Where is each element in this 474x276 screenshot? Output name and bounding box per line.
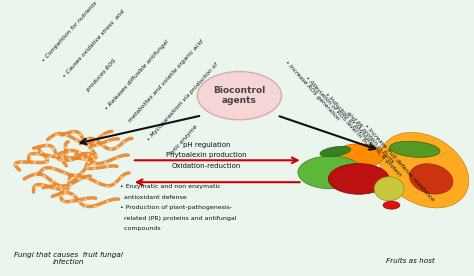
Text: • Production of plant-pathogenesis-: • Production of plant-pathogenesis- bbox=[120, 205, 232, 210]
Ellipse shape bbox=[383, 201, 400, 209]
Text: compounds: compounds bbox=[120, 226, 161, 232]
FancyBboxPatch shape bbox=[0, 54, 474, 276]
Text: Fungi that causes  fruit fungal
infection: Fungi that causes fruit fungal infection bbox=[14, 252, 123, 266]
Text: • Enzymatic and non enzymatic: • Enzymatic and non enzymatic bbox=[120, 184, 221, 189]
Ellipse shape bbox=[374, 177, 404, 201]
Ellipse shape bbox=[197, 71, 282, 120]
Ellipse shape bbox=[320, 146, 351, 157]
Text: • Induction of phytoalexins, R-protein: • Induction of phytoalexins, R-protein bbox=[324, 92, 401, 177]
Text: • Competition for nutrients: • Competition for nutrients bbox=[41, 1, 98, 63]
Text: lytic enzyme: lytic enzyme bbox=[167, 124, 199, 158]
Text: Fruits as host: Fruits as host bbox=[386, 258, 435, 264]
Text: metabolites and volatile organic acid: metabolites and volatile organic acid bbox=[125, 39, 205, 126]
Text: related (PR) proteins and antifungal: related (PR) proteins and antifungal bbox=[120, 216, 237, 221]
Text: pH regulation: pH regulation bbox=[183, 142, 230, 148]
Text: antioxidant defense: antioxidant defense bbox=[120, 195, 187, 200]
Text: • Causes oxidative stress  and: • Causes oxidative stress and bbox=[62, 9, 126, 79]
Text: • Increase fruit defense resistance: • Increase fruit defense resistance bbox=[363, 123, 435, 202]
Text: • Increase ROS generation: • Increase ROS generation bbox=[284, 60, 341, 122]
Text: and PR protein in fruits: and PR protein in fruits bbox=[343, 107, 395, 164]
Text: Phytoalexin production: Phytoalexin production bbox=[166, 152, 247, 158]
Text: Oxidation-reduction: Oxidation-reduction bbox=[172, 163, 241, 169]
Ellipse shape bbox=[390, 141, 440, 157]
Ellipse shape bbox=[298, 156, 364, 189]
Text: • Alleviation of ROS level in fruits: • Alleviation of ROS level in fruits bbox=[304, 76, 374, 152]
Text: • Mycoparasitism via production of: • Mycoparasitism via production of bbox=[146, 62, 219, 142]
Ellipse shape bbox=[328, 164, 389, 194]
Ellipse shape bbox=[380, 132, 469, 208]
Ellipse shape bbox=[333, 144, 384, 168]
Text: Biocontrol
agents: Biocontrol agents bbox=[213, 86, 265, 105]
Text: produces ROS: produces ROS bbox=[83, 58, 117, 95]
Text: • Releases diffusible antifungal: • Releases diffusible antifungal bbox=[104, 39, 170, 111]
Ellipse shape bbox=[410, 164, 453, 194]
